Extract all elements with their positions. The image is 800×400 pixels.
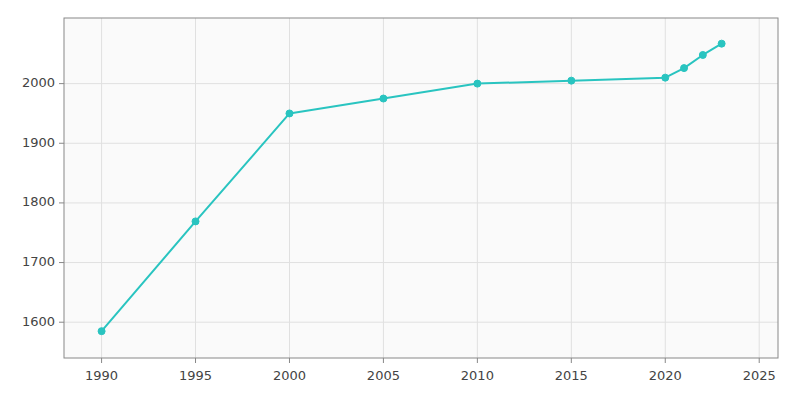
x-grid-line — [195, 18, 196, 358]
x-tick — [195, 358, 196, 363]
line — [102, 44, 722, 332]
x-tick-label: 2015 — [555, 368, 588, 383]
x-tick-label: 2010 — [461, 368, 494, 383]
marker — [286, 110, 293, 117]
marker — [568, 77, 575, 84]
y-tick — [59, 322, 64, 323]
chart: 1990 1995 2000 2005 2010 2015 2020 2025 1600 1700… — [0, 0, 800, 400]
x-tick — [289, 358, 290, 363]
y-tick — [59, 83, 64, 84]
marker — [681, 65, 688, 72]
grid — [64, 18, 778, 358]
x-tick — [665, 358, 666, 363]
plot-frame — [64, 18, 778, 358]
x-grid-line — [759, 18, 760, 358]
x-tick-label: 1995 — [179, 368, 212, 383]
marker — [192, 218, 199, 225]
x-tick-label: 2005 — [367, 368, 400, 383]
marker — [380, 95, 387, 102]
x-tick — [571, 358, 572, 363]
plot-background — [64, 18, 778, 358]
y-tick-label: 1900 — [22, 135, 55, 150]
x-tick — [383, 358, 384, 363]
x-grid-line — [477, 18, 478, 358]
y-tick-label: 1600 — [22, 314, 55, 329]
x-tick-label: 1990 — [85, 368, 118, 383]
page: {"chart_data": {"type": "line", "x": [19… — [0, 0, 800, 400]
x-grid-line — [289, 18, 290, 358]
x-tick — [759, 358, 760, 363]
y-grid-line — [64, 83, 778, 84]
y-tick — [59, 262, 64, 263]
axes: 1990 1995 2000 2005 2010 2015 2020 2025 1600 1700… — [22, 18, 778, 383]
y-tick-label: 2000 — [22, 75, 55, 90]
y-grid-line — [64, 202, 778, 203]
marker — [98, 328, 105, 335]
chart-container: 1990 1995 2000 2005 2010 2015 2020 2025 1600 1700… — [0, 0, 800, 400]
marker — [662, 74, 669, 81]
y-grid-line — [64, 322, 778, 323]
y-tick-label: 1800 — [22, 194, 55, 209]
marker — [718, 40, 725, 47]
x-tick — [101, 358, 102, 363]
x-grid-line — [571, 18, 572, 358]
x-tick-label: 2020 — [649, 368, 682, 383]
x-grid-line — [383, 18, 384, 358]
marker — [474, 80, 481, 87]
x-tick — [477, 358, 478, 363]
marker — [699, 51, 706, 58]
series — [98, 40, 725, 335]
x-grid-line — [101, 18, 102, 358]
y-tick-label: 1700 — [22, 254, 55, 269]
x-grid-line — [665, 18, 666, 358]
x-tick-label: 2000 — [273, 368, 306, 383]
y-grid-line — [64, 262, 778, 263]
x-tick-label: 2025 — [743, 368, 776, 383]
y-grid-line — [64, 143, 778, 144]
y-tick — [59, 143, 64, 144]
y-tick — [59, 202, 64, 203]
